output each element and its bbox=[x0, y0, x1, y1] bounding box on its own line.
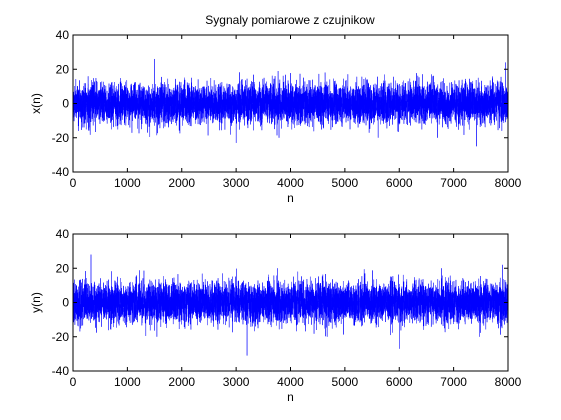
y-tick-label: -20 bbox=[52, 330, 70, 344]
y-tick-label: 40 bbox=[56, 28, 70, 42]
y-tick-label: -40 bbox=[52, 165, 70, 179]
x-tick-label: 2000 bbox=[168, 375, 195, 389]
y-tick-label: -20 bbox=[52, 131, 70, 145]
x-tick-label: 6000 bbox=[386, 176, 413, 190]
x-axis-label: n bbox=[287, 390, 294, 404]
x-tick-label: 0 bbox=[70, 176, 77, 190]
x-tick-label: 4000 bbox=[277, 375, 304, 389]
y-tick-label: -40 bbox=[52, 364, 70, 378]
x-tick-label: 6000 bbox=[386, 375, 413, 389]
x-tick-label: 7000 bbox=[440, 176, 467, 190]
signal-line-x bbox=[73, 58, 508, 147]
x-tick-label: 8000 bbox=[495, 176, 522, 190]
x-tick-label: 7000 bbox=[440, 375, 467, 389]
top-panel-x: 0 1000 2000 3000 4000 5000 6000 7000 8000 -40 -20 0… bbox=[29, 28, 522, 205]
signal-line-y bbox=[73, 254, 508, 356]
x-tick-label: 1000 bbox=[114, 176, 141, 190]
y-tick-label: 0 bbox=[62, 296, 69, 310]
chart-title: Sygnaly pomiarowe z czujnikow bbox=[205, 13, 375, 27]
y-axis-label: x(n) bbox=[29, 93, 43, 114]
x-tick-label: 0 bbox=[70, 375, 77, 389]
y-tick-label: 20 bbox=[56, 62, 70, 76]
x-tick-label: 5000 bbox=[332, 375, 359, 389]
y-tick-label: 40 bbox=[56, 227, 70, 241]
bottom-panel-y: 0 1000 2000 3000 4000 5000 6000 7000 8000 -40 -20 0… bbox=[29, 227, 522, 404]
x-axis-label: n bbox=[287, 191, 294, 205]
x-tick-label: 3000 bbox=[223, 176, 250, 190]
x-tick-label: 4000 bbox=[277, 176, 304, 190]
x-tick-label: 1000 bbox=[114, 375, 141, 389]
x-tick-label: 5000 bbox=[332, 176, 359, 190]
x-tick-label: 2000 bbox=[168, 176, 195, 190]
y-axis-label: y(n) bbox=[29, 292, 43, 313]
y-tick-label: 0 bbox=[62, 97, 69, 111]
y-tick-label: 20 bbox=[56, 261, 70, 275]
x-tick-label: 3000 bbox=[223, 375, 250, 389]
x-tick-label: 8000 bbox=[495, 375, 522, 389]
